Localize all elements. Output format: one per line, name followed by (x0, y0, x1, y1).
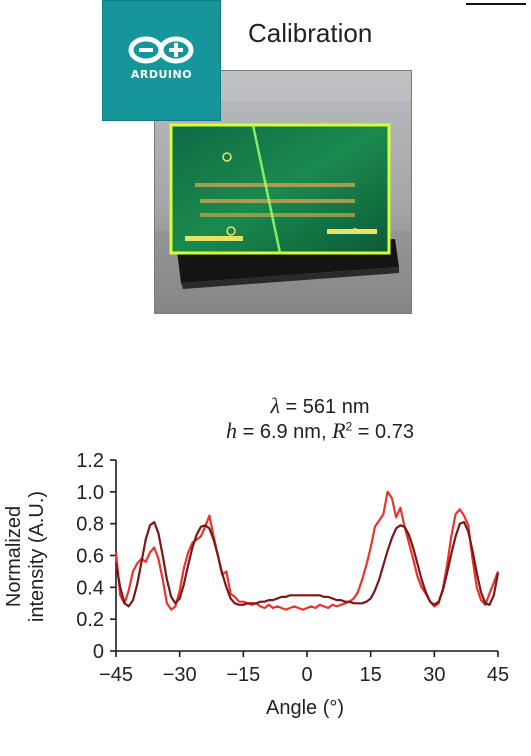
r2-value-text: = 0.73 (352, 421, 414, 443)
x-tick-label: −45 (99, 664, 133, 686)
y-axis-label-line2: intensity (A.U.) (26, 491, 48, 622)
y-tick-label: 0.8 (76, 514, 104, 536)
setup-photo (154, 70, 412, 314)
page-title: Calibration (248, 18, 373, 48)
x-tick-label: 45 (487, 664, 509, 686)
top-rule (466, 3, 526, 5)
logo-word: ARDUINO (130, 68, 193, 81)
y-tick-label: 1.2 (76, 450, 104, 472)
lambda-symbol: λ (270, 393, 280, 418)
arduino-logo: ARDUINO (102, 0, 221, 121)
series-line-1 (114, 490, 500, 611)
wavelength-text: = 561 nm (280, 396, 370, 418)
intensity-chart: 0 0.2 0.4 0.6 0.8 1.0 1.2 −45 −30 −15 0 15 30 45 Angle… (3, 450, 509, 719)
y-tick-label: 1.0 (76, 482, 104, 504)
x-tick-label: 0 (301, 664, 312, 686)
x-tick-label: −30 (163, 664, 197, 686)
chart-title-line2: h = 6.9 nm, R2 = 0.73 (110, 418, 530, 444)
y-tick-label: 0.4 (76, 577, 104, 599)
h-symbol: h (226, 418, 238, 443)
height-text: = 6.9 nm, (237, 421, 333, 443)
x-tick-label: −15 (226, 664, 260, 686)
series-line-2 (114, 521, 500, 608)
x-tick-label: 15 (360, 664, 382, 686)
y-axis-label-line1: Normalized (3, 506, 25, 607)
chart-title-line1: λ = 561 nm (110, 393, 530, 419)
y-tick-label: 0.2 (76, 609, 104, 631)
r-symbol: R (332, 418, 346, 443)
x-axis-label: Angle (°) (266, 697, 344, 719)
y-tick-label: 0 (93, 641, 104, 663)
x-tick-label: 30 (423, 664, 445, 686)
y-tick-label: 0.6 (76, 546, 104, 568)
r-superscript: 2 (345, 419, 353, 434)
